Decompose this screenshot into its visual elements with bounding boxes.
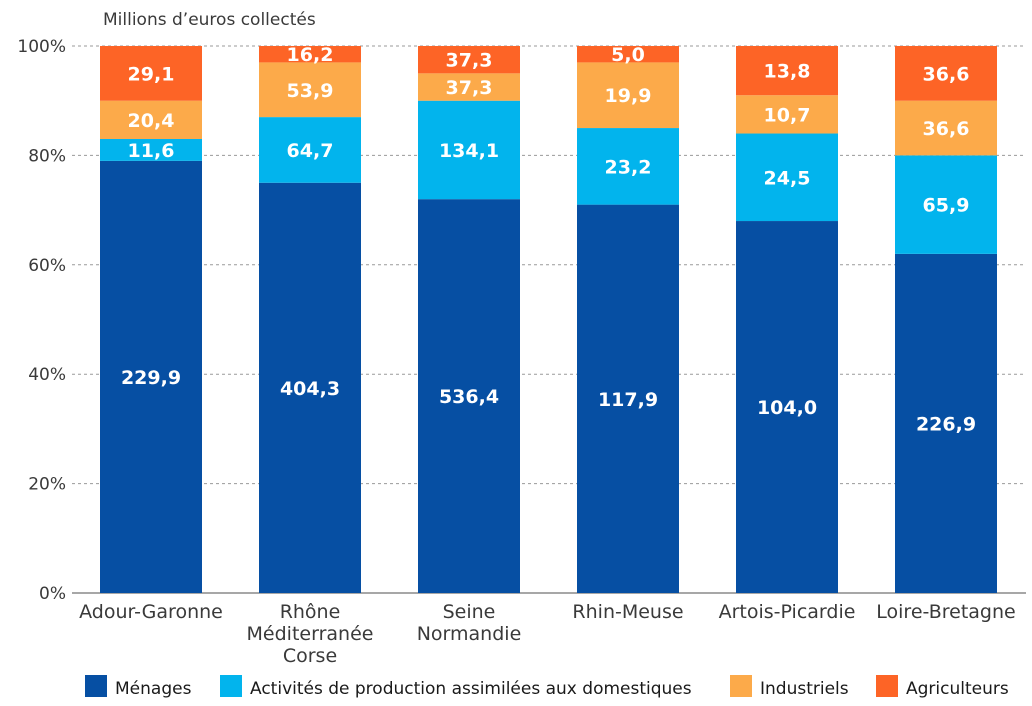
bar-segment bbox=[736, 95, 838, 134]
y-tick-label: 20% bbox=[28, 475, 66, 495]
data-label: 134,1 bbox=[439, 140, 499, 162]
data-label: 65,9 bbox=[923, 195, 970, 217]
data-label: 36,6 bbox=[923, 118, 970, 140]
legend-swatch bbox=[730, 675, 752, 697]
bar-segment bbox=[259, 117, 361, 183]
y-tick-label: 60% bbox=[28, 256, 66, 276]
data-label: 64,7 bbox=[287, 140, 334, 162]
legend-swatch bbox=[220, 675, 242, 697]
data-label: 53,9 bbox=[287, 80, 334, 102]
bar-segment bbox=[259, 182, 361, 593]
y-axis-ticks: 0% 20% 40% 60% 80% 100% bbox=[17, 37, 66, 604]
data-label: 10,7 bbox=[764, 104, 811, 126]
bar-segment bbox=[100, 46, 202, 101]
legend-label: Ménages bbox=[115, 679, 192, 699]
data-labels: 229,9 11,6 20,4 29,1 404,3 64,7 53,9 16,2 536,4 1… bbox=[121, 44, 976, 435]
data-label: 404,3 bbox=[280, 378, 340, 400]
legend: Ménages Activités de production assimilée… bbox=[85, 675, 1009, 699]
legend-swatch bbox=[85, 675, 107, 697]
bar-segment bbox=[577, 46, 679, 63]
data-label: 13,8 bbox=[764, 61, 811, 83]
legend-item: Agriculteurs bbox=[876, 675, 1009, 699]
bar-segment bbox=[100, 160, 202, 593]
legend-label: Industriels bbox=[760, 679, 849, 699]
category-label: Méditerranée bbox=[247, 623, 374, 645]
legend-item: Industriels bbox=[730, 675, 849, 699]
y-tick-label: 100% bbox=[17, 37, 66, 57]
category-label: Rhin-Meuse bbox=[572, 601, 683, 623]
category-label: Artois-Picardie bbox=[719, 601, 856, 623]
category-label: Corse bbox=[283, 645, 337, 667]
data-label: 536,4 bbox=[439, 386, 499, 408]
gridlines bbox=[72, 45, 1026, 594]
bar-segment bbox=[895, 155, 997, 254]
bar-segment bbox=[736, 133, 838, 222]
data-label: 23,2 bbox=[605, 156, 652, 178]
bar-segment bbox=[418, 199, 520, 593]
legend-swatch bbox=[876, 675, 898, 697]
bar-segment bbox=[259, 46, 361, 63]
legend-item: Ménages bbox=[85, 675, 192, 699]
y-tick-label: 80% bbox=[28, 146, 66, 166]
data-label: 19,9 bbox=[605, 85, 652, 107]
data-label: 24,5 bbox=[764, 167, 811, 189]
legend-label: Agriculteurs bbox=[906, 679, 1009, 699]
data-label: 29,1 bbox=[128, 63, 175, 85]
data-label: 16,2 bbox=[287, 44, 334, 66]
data-label: 36,6 bbox=[923, 63, 970, 85]
bar-segment bbox=[577, 62, 679, 129]
category-label: Normandie bbox=[417, 623, 522, 645]
y-tick-label: 40% bbox=[28, 365, 66, 385]
bar-segment bbox=[895, 46, 997, 101]
bar-segment bbox=[895, 253, 997, 594]
bar-segment bbox=[418, 46, 520, 74]
data-label: 5,0 bbox=[611, 44, 645, 66]
category-label: Loire-Bretagne bbox=[876, 601, 1015, 623]
data-label: 37,3 bbox=[446, 77, 493, 99]
data-label: 104,0 bbox=[757, 397, 817, 419]
data-label: 37,3 bbox=[446, 50, 493, 72]
data-label: 11,6 bbox=[128, 140, 175, 162]
category-label: Rhône bbox=[280, 601, 341, 623]
bars bbox=[100, 46, 997, 594]
data-label: 229,9 bbox=[121, 367, 181, 389]
bar-segment bbox=[577, 204, 679, 593]
bar-segment bbox=[259, 62, 361, 118]
bar-segment bbox=[100, 100, 202, 139]
bar-segment bbox=[736, 46, 838, 96]
bar-segment bbox=[100, 138, 202, 161]
category-label: Adour-Garonne bbox=[79, 601, 223, 623]
bar-segment bbox=[895, 100, 997, 156]
bar-segment bbox=[736, 221, 838, 594]
data-label: 226,9 bbox=[916, 413, 976, 435]
category-label: Seine bbox=[443, 601, 496, 623]
y-tick-label: 0% bbox=[39, 584, 66, 604]
data-label: 20,4 bbox=[128, 110, 175, 132]
legend-item: Activités de production assimilées aux d… bbox=[220, 675, 692, 699]
bar-segment bbox=[577, 128, 679, 205]
legend-label: Activités de production assimilées aux d… bbox=[250, 679, 692, 699]
data-label: 117,9 bbox=[598, 389, 658, 411]
y-axis-title: Millions d’euros collectés bbox=[103, 10, 316, 30]
bar-segment bbox=[418, 73, 520, 101]
bar-segment bbox=[418, 100, 520, 200]
